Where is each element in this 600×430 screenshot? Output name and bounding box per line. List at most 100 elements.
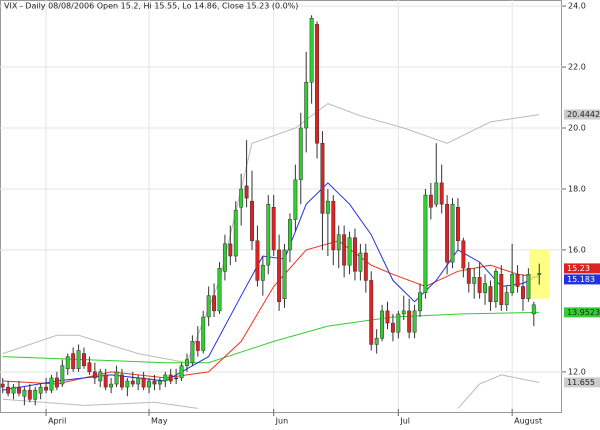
candle-body <box>277 249 282 302</box>
indicator-line <box>2 398 198 409</box>
candle-body <box>233 210 238 257</box>
candle-body <box>244 185 249 199</box>
candle-body <box>271 207 276 251</box>
chart-title: VIX - Daily 08/08/2006 Open 15.2, Hi 15.… <box>4 2 298 11</box>
candle-body <box>428 194 433 208</box>
candle-body <box>320 143 325 214</box>
candle-body <box>87 362 92 373</box>
candle-body <box>380 310 385 339</box>
candle-body <box>510 274 515 293</box>
price-label: 20.4442 <box>567 110 600 119</box>
candle-body <box>201 316 206 351</box>
candle-body <box>401 310 406 315</box>
candle-body <box>390 322 395 333</box>
candle-body <box>228 243 233 257</box>
indicator-line <box>2 103 540 364</box>
candle-body <box>76 350 81 370</box>
x-tick-label: April <box>48 417 66 426</box>
candle-body <box>11 386 16 394</box>
price-label-box <box>564 109 600 120</box>
candle-body <box>157 380 162 385</box>
candle-body <box>293 179 298 220</box>
candle-body <box>125 380 130 388</box>
candle-body <box>537 273 542 275</box>
candle-body <box>119 374 124 388</box>
x-tick-label: May <box>151 417 168 426</box>
price-label: 15.183 <box>567 275 595 284</box>
candle-body <box>6 386 11 394</box>
candle-body <box>206 295 211 318</box>
candle-body <box>396 313 401 333</box>
candle-body <box>450 203 455 263</box>
candle-body <box>130 380 135 385</box>
candle-body <box>141 377 146 388</box>
candle-body <box>282 249 287 299</box>
candle-body <box>114 371 119 385</box>
candle-body <box>287 219 292 251</box>
price-label-box <box>564 274 600 285</box>
candle-body <box>445 203 450 263</box>
candle-body <box>260 264 265 281</box>
plot-area <box>0 15 550 409</box>
candle-body <box>266 203 271 266</box>
candle-body <box>336 234 341 251</box>
candle-body <box>531 304 536 315</box>
price-label: 11.655 <box>567 378 595 387</box>
candle-body <box>49 377 54 391</box>
candle-body <box>374 338 379 345</box>
candle-body <box>179 365 184 379</box>
candle-body <box>222 243 227 272</box>
y-tick-label: 24.0 <box>568 2 586 11</box>
candle-body <box>54 377 59 388</box>
candle-body <box>369 280 374 345</box>
candle-body <box>147 380 151 388</box>
y-tick-label: 22.0 <box>568 63 586 72</box>
y-tick-label: 12.0 <box>568 367 586 376</box>
x-tick-label: Jun <box>275 417 289 426</box>
candle-body <box>472 277 477 284</box>
candle-body <box>195 341 200 351</box>
y-tick-label: 16.0 <box>568 245 586 254</box>
candle-body <box>493 271 498 302</box>
candle-body <box>185 359 189 367</box>
candle-body <box>342 234 347 266</box>
candle-body <box>60 365 65 385</box>
price-label-box <box>564 263 600 274</box>
candle-body <box>309 18 314 83</box>
candle-body <box>255 240 260 281</box>
candle-body <box>33 389 38 400</box>
axes: 12.0 16.0 18.0 20.0 22.0 24.0 April May Jun Jul Au… <box>45 2 600 426</box>
candle-body <box>347 237 352 266</box>
candle-body <box>163 374 168 382</box>
price-label-box <box>564 377 600 388</box>
plot-frame <box>0 0 562 413</box>
x-tick-label: Jul <box>399 417 410 426</box>
candle-body <box>250 200 254 242</box>
y-tick-label: 20.0 <box>568 124 586 133</box>
candle-body <box>412 310 417 333</box>
candle-body <box>363 252 368 281</box>
candle-body <box>136 377 141 385</box>
candle-body <box>152 380 157 385</box>
candle-body <box>407 310 412 333</box>
candle-body <box>434 182 439 205</box>
candle-body <box>38 386 43 394</box>
x-tick-label: August <box>514 417 542 426</box>
candle-body <box>304 82 309 129</box>
candle-body <box>353 237 357 272</box>
candle-body <box>174 377 179 380</box>
candle-body <box>488 286 493 302</box>
candle-body <box>461 240 466 269</box>
candle-body <box>418 292 422 312</box>
candle-body <box>526 274 531 299</box>
candle-body <box>466 267 471 284</box>
candle-body <box>71 353 76 370</box>
candle-body <box>483 283 487 293</box>
candle-body <box>17 386 21 394</box>
candle-body <box>98 371 103 382</box>
candle-body <box>92 371 97 379</box>
price-label-box <box>564 307 600 318</box>
candle-body <box>103 374 108 388</box>
candle-body <box>109 383 114 388</box>
